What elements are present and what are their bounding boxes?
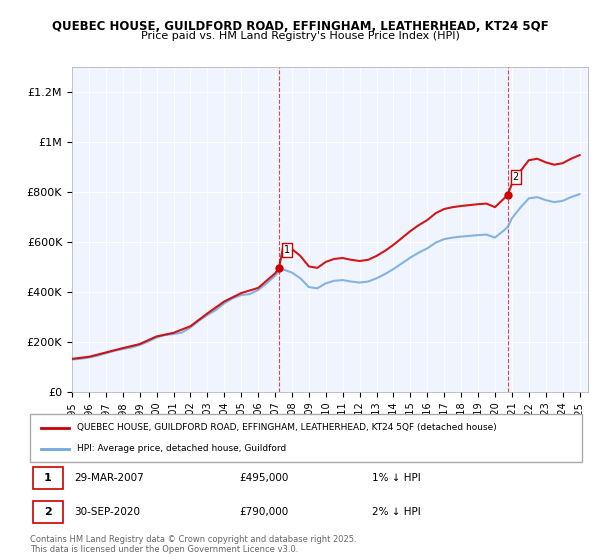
Text: 1: 1 — [44, 473, 52, 483]
Text: Price paid vs. HM Land Registry's House Price Index (HPI): Price paid vs. HM Land Registry's House … — [140, 31, 460, 41]
Text: 1: 1 — [284, 245, 290, 255]
FancyBboxPatch shape — [33, 467, 63, 489]
Text: 2% ↓ HPI: 2% ↓ HPI — [372, 507, 421, 517]
Text: 29-MAR-2007: 29-MAR-2007 — [74, 473, 144, 483]
Text: £790,000: £790,000 — [240, 507, 289, 517]
Text: HPI: Average price, detached house, Guildford: HPI: Average price, detached house, Guil… — [77, 444, 286, 453]
Text: 1% ↓ HPI: 1% ↓ HPI — [372, 473, 421, 483]
Text: 2: 2 — [44, 507, 52, 517]
FancyBboxPatch shape — [30, 414, 582, 462]
Text: 30-SEP-2020: 30-SEP-2020 — [74, 507, 140, 517]
Text: 2: 2 — [513, 171, 519, 181]
FancyBboxPatch shape — [33, 501, 63, 523]
Text: QUEBEC HOUSE, GUILDFORD ROAD, EFFINGHAM, LEATHERHEAD, KT24 5QF (detached house): QUEBEC HOUSE, GUILDFORD ROAD, EFFINGHAM,… — [77, 423, 497, 432]
Text: £495,000: £495,000 — [240, 473, 289, 483]
Text: Contains HM Land Registry data © Crown copyright and database right 2025.
This d: Contains HM Land Registry data © Crown c… — [30, 535, 356, 554]
Text: QUEBEC HOUSE, GUILDFORD ROAD, EFFINGHAM, LEATHERHEAD, KT24 5QF: QUEBEC HOUSE, GUILDFORD ROAD, EFFINGHAM,… — [52, 20, 548, 32]
